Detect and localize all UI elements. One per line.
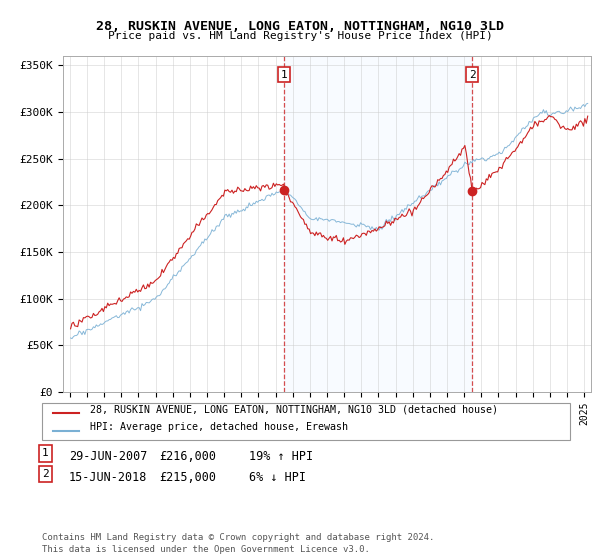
FancyBboxPatch shape — [42, 403, 570, 440]
Text: 1: 1 — [281, 69, 287, 80]
Text: 29-JUN-2007: 29-JUN-2007 — [69, 450, 148, 463]
Text: 19% ↑ HPI: 19% ↑ HPI — [249, 450, 313, 463]
Text: £215,000: £215,000 — [159, 470, 216, 484]
Text: Contains HM Land Registry data © Crown copyright and database right 2024.
This d: Contains HM Land Registry data © Crown c… — [42, 533, 434, 554]
Text: Price paid vs. HM Land Registry's House Price Index (HPI): Price paid vs. HM Land Registry's House … — [107, 31, 493, 41]
Text: 1: 1 — [42, 449, 49, 459]
Text: £216,000: £216,000 — [159, 450, 216, 463]
Text: 2: 2 — [469, 69, 475, 80]
Text: 2: 2 — [42, 469, 49, 479]
Text: 28, RUSKIN AVENUE, LONG EATON, NOTTINGHAM, NG10 3LD: 28, RUSKIN AVENUE, LONG EATON, NOTTINGHA… — [96, 20, 504, 32]
Text: 6% ↓ HPI: 6% ↓ HPI — [249, 470, 306, 484]
Text: 15-JUN-2018: 15-JUN-2018 — [69, 470, 148, 484]
Text: HPI: Average price, detached house, Erewash: HPI: Average price, detached house, Erew… — [89, 422, 347, 432]
Text: 28, RUSKIN AVENUE, LONG EATON, NOTTINGHAM, NG10 3LD (detached house): 28, RUSKIN AVENUE, LONG EATON, NOTTINGHA… — [89, 405, 497, 415]
Bar — [284, 56, 472, 392]
